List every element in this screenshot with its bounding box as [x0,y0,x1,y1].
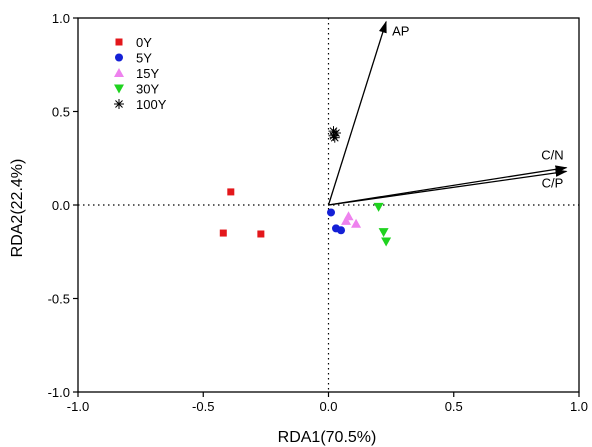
arrow-c-p [328,168,568,206]
x-tick-label: -1.0 [67,399,89,414]
y-tick-label: 0.5 [52,105,70,120]
legend-label-15y: 15Y [136,66,159,81]
point-5y [337,226,346,235]
y-axis-title: RDA2(22.4%) [9,159,26,258]
arrow-label-ap: AP [392,24,409,39]
point-30y [373,202,384,212]
arrow-ap [327,20,387,206]
asterisk-stroke [330,133,339,142]
x-tick-label: 1.0 [570,399,588,414]
legend-marker-0y [115,38,123,46]
point-15y [351,218,362,228]
x-tick-label: -0.5 [192,399,214,414]
x-axis-title: RDA1(70.5%) [278,429,377,446]
point-5y [327,208,336,217]
legend-marker-100y [114,99,124,109]
y-tick-label: 1.0 [52,11,70,26]
x-tick-label: 0.0 [319,399,337,414]
asterisk-stroke [115,100,123,108]
arrow-label-c-n: C/N [541,148,563,163]
legend-label-5y: 5Y [136,51,152,66]
legend-marker-5y [115,53,123,62]
y-tick-label: -0.5 [48,292,70,307]
legend-label-30y: 30Y [136,82,159,97]
legend-label-100y: 100Y [136,97,167,112]
arrow-layer: AP C/N C/P [327,20,568,206]
point-layer [219,126,392,247]
legend-marker-15y [114,68,124,77]
y-tick-label: 0.0 [52,198,70,213]
arrow-label-c-p: C/P [542,175,564,190]
point-0y [219,229,227,237]
point-0y [227,188,235,196]
point-0y [257,230,265,238]
point-30y [378,228,389,238]
legend-marker-30y [114,84,124,94]
y-tick-label: -1.0 [48,385,70,400]
point-15y [341,215,352,225]
legend-label-0y: 0Y [136,35,152,50]
point-30y [381,237,392,247]
x-tick-label: 0.5 [445,399,463,414]
point-100y [329,132,340,143]
axes: -1.0 -0.5 0.0 0.5 1.0 -1.0 -0.5 0.0 0.5 1.0 [48,11,588,414]
